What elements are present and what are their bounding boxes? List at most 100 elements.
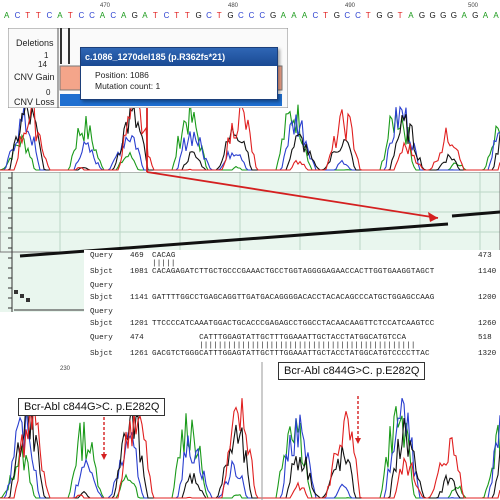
alignment-start: 474 [130, 334, 144, 342]
scale-label-0: 0 [46, 88, 51, 97]
trace-T [0, 398, 500, 499]
sequence-base: C [344, 11, 350, 20]
blast-alignment: Query 469 CACAG 473 ||||| Sbjct 1081 CACAGAGATC… [84, 250, 500, 362]
deletions-label: Deletions [16, 38, 54, 48]
sequence-base: T [366, 11, 371, 20]
alignment-seq: CACAG [152, 252, 176, 260]
sequence-base: G [387, 11, 393, 20]
sequence-base: T [36, 11, 41, 20]
alignment-start: 1081 [130, 268, 149, 276]
arrow-head [101, 454, 107, 460]
trace-G [0, 101, 500, 171]
sequence-base: A [121, 11, 127, 20]
sequence-base: A [408, 11, 414, 20]
sequence-base: A [493, 11, 499, 20]
deletion-bar [68, 28, 70, 64]
alignment-label: Sbjct [90, 350, 113, 358]
tooltip-mutation-count: Mutation count: 1 [95, 81, 161, 91]
coverage-line [451, 210, 500, 218]
sequence-base: A [57, 11, 63, 20]
sequence-base: G [270, 11, 276, 20]
sequence-base: A [291, 11, 297, 20]
sequence-base: T [68, 11, 73, 20]
sequence-base: C [78, 11, 84, 20]
alignment-label: Query [90, 334, 113, 342]
alignment-end: 473 [478, 252, 492, 260]
mutation-label-left: Bcr-Abl c844G>C. p.E282Q [18, 398, 166, 416]
tooltip-position: Position: 1086 [95, 70, 149, 80]
position-label: 230 [60, 366, 71, 372]
sequence-base: A [302, 11, 308, 20]
alignment-end: 518 [478, 334, 492, 342]
sequence-base: G [227, 11, 233, 20]
alignment-start: 1261 [130, 350, 149, 358]
alignment-label: Query [90, 308, 113, 316]
alignment-start: 1201 [130, 320, 149, 328]
trace-G [0, 401, 500, 499]
sequence-base: C [355, 11, 361, 20]
trace-T [0, 96, 500, 171]
sequence-base: C [313, 11, 319, 20]
sequence-base: C [206, 11, 212, 20]
sequence-base: C [89, 11, 95, 20]
sequence-base: A [142, 11, 148, 20]
alignment-seq: GACGTCTGGGCATTTGGAGTATTGCTTTGGAAATTGCTAC… [152, 350, 430, 358]
alignment-seq: ||||| [152, 260, 176, 268]
cnv-gain-label: CNV Gain [14, 72, 55, 82]
sequence-base: A [483, 11, 489, 20]
sequence-base: A [461, 11, 467, 20]
sequence-base: T [25, 11, 30, 20]
alignment-label: Sbjct [90, 268, 113, 276]
alignment-end: 1320 [478, 350, 497, 358]
sequence-base: C [47, 11, 53, 20]
alignment-end: 1140 [478, 268, 497, 276]
position-label: 470 [100, 3, 111, 9]
sequence-base: C [259, 11, 265, 20]
alignment-label: Query [90, 252, 113, 260]
mutation-label-right: Bcr-Abl c844G>C. p.E282Q [278, 362, 426, 380]
alignment-end: 1200 [478, 294, 497, 302]
position-label: 500 [468, 3, 479, 9]
alignment-end: 1260 [478, 320, 497, 328]
bottom-chromatogram: 230270 [0, 362, 500, 500]
sequence-base: T [174, 11, 179, 20]
sequence-base: A [281, 11, 287, 20]
alignment-seq: CACAGAGATCTTGCTGCCCGAAACTGCCTGGTAGGGGAGA… [152, 268, 435, 276]
sequence-base: G [376, 11, 382, 20]
sequence-base: C [15, 11, 21, 20]
deletion-bar [60, 28, 62, 64]
sequence-base: C [164, 11, 170, 20]
sequence-base: G [334, 11, 340, 20]
alignment-seq: TTCCCCATCAAATGGACTGCACCCGAGAGCCTGGCCTACA… [152, 320, 435, 328]
sequence-base: T [398, 11, 403, 20]
alignment-seq: ||||||||||||||||||||||||||||||||||||||||… [152, 342, 416, 350]
alignment-label: Sbjct [90, 294, 113, 302]
sequence-base: C [110, 11, 116, 20]
sequence-base: T [217, 11, 222, 20]
alignment-seq: CATTTGGAGTATTGCTTTGGAAATTGCTACCTATGGCATG… [152, 334, 407, 342]
sequence-base: A [4, 11, 10, 20]
scale-label-14: 14 [38, 60, 47, 69]
position-label: 490 [345, 3, 356, 9]
sequence-base: T [153, 11, 158, 20]
sequence-base: C [249, 11, 255, 20]
sequence-base: G [132, 11, 138, 20]
arrow-head [355, 438, 361, 444]
mutation-tooltip: c.1086_1270del185 (p.R362fs*21) Position… [80, 47, 278, 100]
arrow-diagonal [146, 171, 439, 219]
alignment-start: 1141 [130, 294, 149, 302]
trace-C [0, 398, 500, 499]
sequence-base: G [430, 11, 436, 20]
sequence-base: G [472, 11, 478, 20]
top-chromatogram [0, 96, 500, 171]
sequence-base: T [323, 11, 328, 20]
sequence-base: G [440, 11, 446, 20]
alignment-seq: GATTTTGGCCTGAGCAGGTTGATGACAGGGGACACCTACA… [152, 294, 435, 302]
sequence-base: C [238, 11, 244, 20]
arrow-head [428, 212, 438, 222]
alignment-label: Sbjct [90, 320, 113, 328]
tooltip-title: c.1086_1270del185 (p.R362fs*21) [81, 48, 277, 66]
alignment-start: 469 [130, 252, 144, 260]
position-label: 480 [228, 3, 239, 9]
